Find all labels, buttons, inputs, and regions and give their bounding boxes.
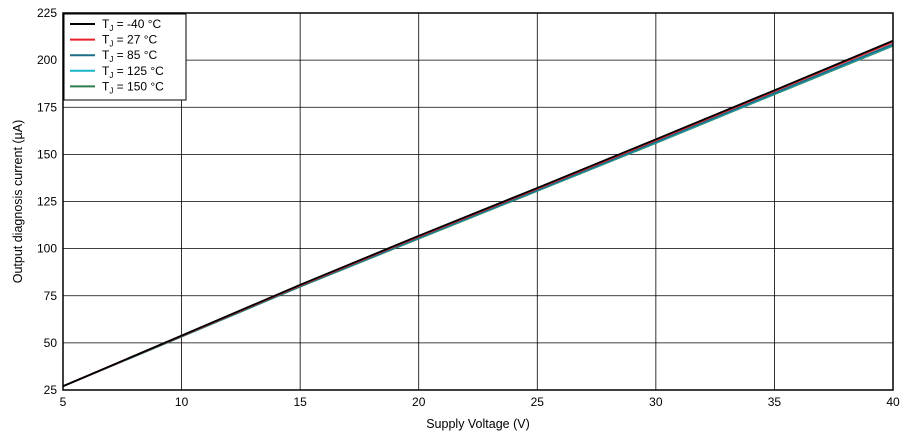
plot-frame (62, 12, 894, 391)
y-axis-title: Output diagnosis current (µA) (11, 120, 25, 284)
x-tick-label: 15 (293, 395, 307, 409)
x-tick-label: 30 (649, 395, 663, 409)
legend-label: TJ = 125 °C (102, 64, 164, 80)
legend-label: TJ = 150 °C (102, 79, 164, 95)
y-tick-label: 150 (37, 147, 57, 161)
series-line (62, 39, 894, 388)
legend-label: TJ = 27 °C (102, 33, 158, 49)
x-tick-label: 40 (886, 395, 900, 409)
y-tick-label: 225 (37, 6, 57, 20)
series-lines (62, 39, 894, 388)
x-tick-label: 20 (412, 395, 426, 409)
y-tick-label: 50 (44, 336, 58, 350)
legend: TJ = -40 °CTJ = 27 °CTJ = 85 °CTJ = 125 … (63, 13, 187, 101)
y-tick-label: 125 (37, 195, 57, 209)
x-tick-label: 5 (60, 395, 67, 409)
y-tick-label: 25 (44, 383, 58, 397)
y-tick-label: 100 (37, 242, 57, 256)
legend-label: TJ = 85 °C (102, 48, 158, 64)
legend-label: TJ = -40 °C (102, 17, 161, 33)
y-tick-label: 175 (37, 100, 57, 114)
x-tick-labels: 5 10 15 20 25 30 35 40 (60, 395, 900, 409)
y-tick-label: 200 (37, 53, 57, 67)
y-tick-label: 75 (44, 289, 58, 303)
x-tick-label: 25 (531, 395, 545, 409)
y-tick-labels: 25 50 75 100 125 150 175 200 225 (37, 6, 57, 397)
x-tick-label: 10 (175, 395, 189, 409)
x-tick-label: 35 (768, 395, 782, 409)
x-axis-title: Supply Voltage (V) (426, 417, 530, 431)
